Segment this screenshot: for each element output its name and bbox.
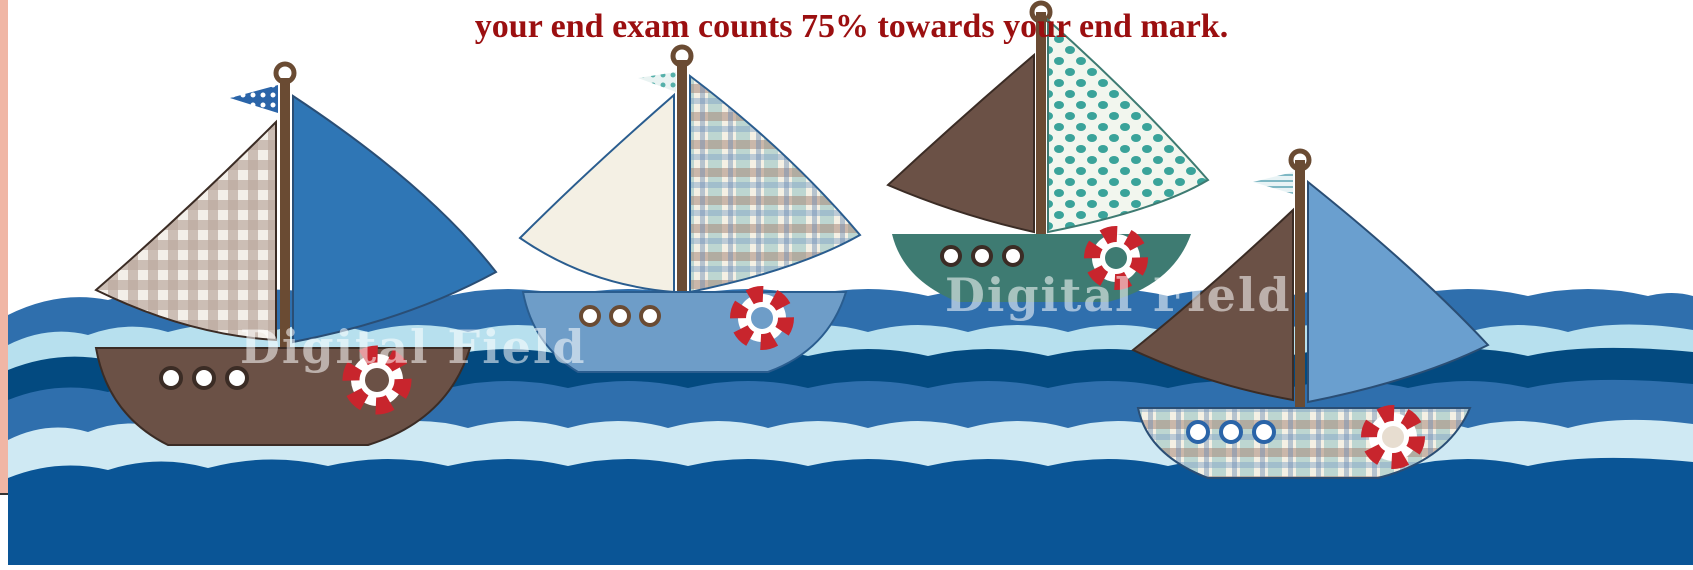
- watermark-right: Digital Field: [945, 268, 1292, 322]
- watermark-left: Digital Field: [240, 320, 587, 374]
- sailboat-blue-hull: [518, 44, 862, 373]
- slide-caption: your end exam counts 75% towards your en…: [474, 8, 1229, 45]
- slide-accent-bar: [0, 0, 8, 493]
- sailboat-plaid-hull: [1131, 148, 1490, 479]
- sailboat-brown-hull: [94, 61, 498, 446]
- slide-divider: [0, 493, 8, 495]
- sea-bottom: [8, 493, 1693, 565]
- sailboats-svg: [8, 0, 1693, 565]
- sailboat-teal-hull: [886, 0, 1210, 302]
- sailboats-illustration: [8, 0, 1693, 565]
